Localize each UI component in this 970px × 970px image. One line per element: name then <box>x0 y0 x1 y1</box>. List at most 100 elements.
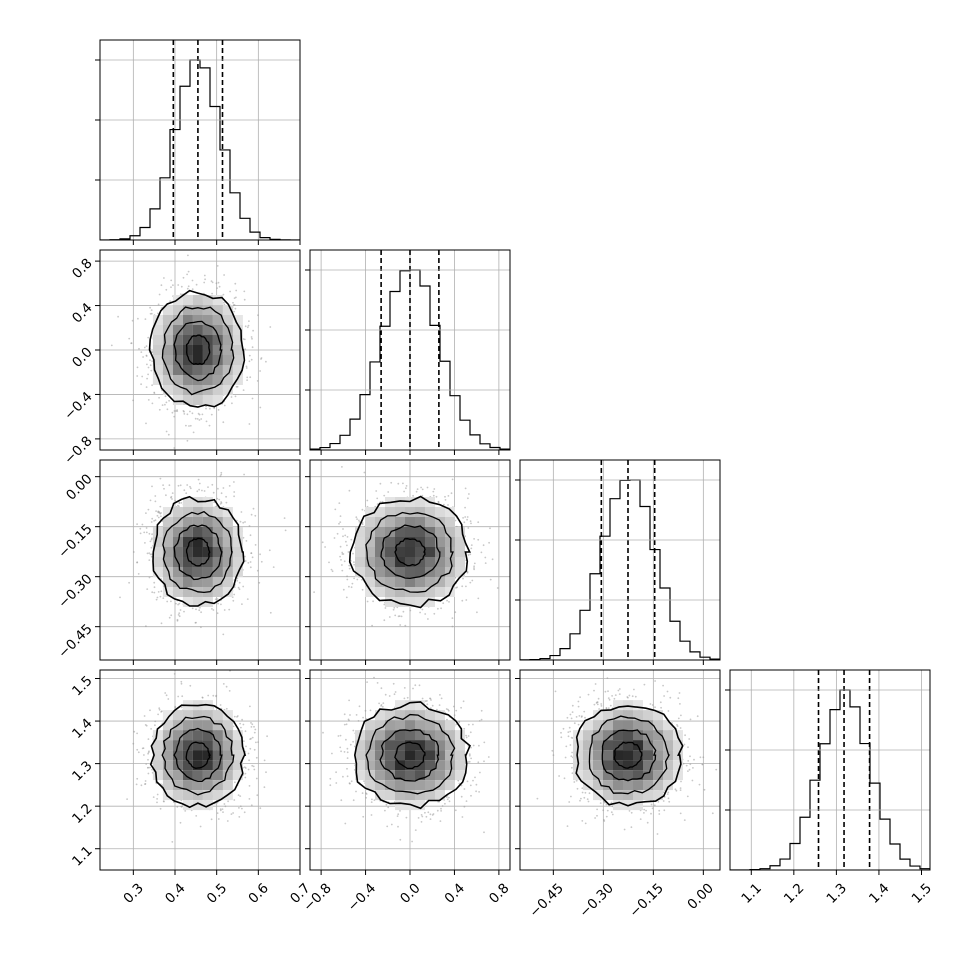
scatter-point <box>219 503 222 505</box>
density-cell <box>415 577 425 587</box>
density-cell <box>212 577 223 587</box>
scatter-point <box>427 618 429 620</box>
density-cell <box>415 597 425 607</box>
scatter-point <box>180 285 183 288</box>
scatter-point <box>171 498 173 500</box>
scatter-point <box>186 287 189 290</box>
scatter-point <box>183 413 186 415</box>
scatter-point <box>207 486 209 488</box>
scatter-point <box>703 788 706 791</box>
density-cell <box>222 325 233 335</box>
density-cell <box>182 537 193 547</box>
density-cell <box>222 355 233 365</box>
scatter-point <box>217 487 219 490</box>
scatter-point <box>487 756 490 758</box>
scatter-point <box>663 809 666 812</box>
scatter-point <box>258 581 261 584</box>
scatter-point <box>145 531 148 534</box>
scatter-point <box>454 611 457 614</box>
scatter-point <box>242 521 245 524</box>
density-cell <box>232 537 243 547</box>
scatter-point <box>256 380 259 382</box>
scatter-point <box>454 519 457 522</box>
density-cell <box>653 710 663 721</box>
scatter-point <box>253 731 256 734</box>
scatter-point <box>211 292 214 295</box>
scatter-point <box>476 611 478 614</box>
scatter-point <box>149 709 151 712</box>
density-cell <box>232 750 243 761</box>
density-cell <box>365 720 375 731</box>
scatter-point <box>182 276 185 279</box>
density-cell <box>375 587 385 597</box>
scatter-point <box>158 408 161 411</box>
density-cell <box>663 780 673 791</box>
scatter-point <box>362 716 364 719</box>
scatter-point <box>650 812 652 815</box>
density-cell <box>192 507 203 517</box>
density-cell <box>162 345 173 355</box>
scatter-point <box>379 482 382 485</box>
density-cell <box>445 730 455 741</box>
scatter-point <box>437 500 440 503</box>
density-cell <box>212 305 223 315</box>
density-cell <box>425 740 435 751</box>
scatter-point <box>171 411 174 414</box>
scatter-point <box>400 615 403 618</box>
scatter-point <box>587 800 590 803</box>
scatter-point <box>149 540 152 543</box>
scatter-point <box>245 365 248 368</box>
scatter-point <box>477 761 480 764</box>
scatter-point <box>242 723 245 726</box>
scatter-panel-3-2: −0.45 −0.30 −0.15 0.00 <box>515 669 721 921</box>
density-cells <box>152 497 243 607</box>
scatter-point <box>150 555 153 558</box>
scatter-point <box>605 803 608 806</box>
scatter-point <box>627 696 629 699</box>
density-cell <box>435 537 445 547</box>
scatter-point <box>151 485 153 488</box>
density-cell <box>192 345 203 355</box>
scatter-point <box>460 795 463 798</box>
scatter-point <box>145 625 147 628</box>
scatter-point <box>136 748 139 751</box>
density-cell <box>405 597 415 607</box>
density-cell <box>395 587 405 597</box>
scatter-point <box>141 523 144 526</box>
scatter-point <box>469 731 472 734</box>
density-cell <box>455 750 465 761</box>
density-cell <box>623 750 633 761</box>
scatter-point <box>335 771 337 774</box>
scatter-point <box>226 820 229 822</box>
scatter-point <box>378 702 380 705</box>
scatter-point <box>348 564 351 567</box>
density-cell <box>152 325 163 335</box>
y-tick-label: −0.8 <box>61 433 95 467</box>
scatter-point <box>349 782 351 785</box>
scatter-point <box>233 593 236 596</box>
scatter-point <box>164 403 166 406</box>
scatter-point <box>569 713 572 716</box>
density-cell <box>385 780 395 791</box>
density-cell <box>425 547 435 557</box>
density-cell <box>172 305 183 315</box>
scatter-point <box>581 787 584 790</box>
scatter-point <box>243 811 246 814</box>
scatter-point <box>375 490 378 492</box>
y-tick-label: −0.30 <box>55 571 96 612</box>
scatter-point <box>255 741 257 744</box>
scatter-point <box>170 286 172 289</box>
scatter-point <box>351 582 354 585</box>
scatter-point <box>253 725 255 728</box>
scatter-point <box>242 585 245 588</box>
density-cell <box>623 710 633 721</box>
density-cell <box>405 517 415 527</box>
scatter-point <box>463 788 466 790</box>
density-cell <box>152 315 163 325</box>
scatter-point <box>645 809 647 812</box>
scatter-point <box>444 499 447 501</box>
scatter-point <box>421 488 424 491</box>
scatter-point <box>390 481 393 484</box>
scatter-point <box>186 413 189 416</box>
axes-frame <box>519 669 721 871</box>
